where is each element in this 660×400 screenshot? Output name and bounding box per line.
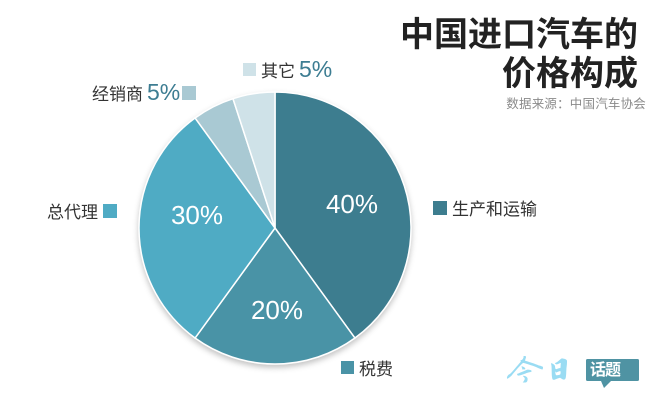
svg-text:今日: 今日 — [506, 356, 575, 390]
svg-text:40%: 40% — [326, 189, 378, 219]
svg-text:30%: 30% — [171, 200, 223, 230]
svg-text:20%: 20% — [251, 295, 303, 325]
svg-text:话题: 话题 — [590, 361, 621, 379]
